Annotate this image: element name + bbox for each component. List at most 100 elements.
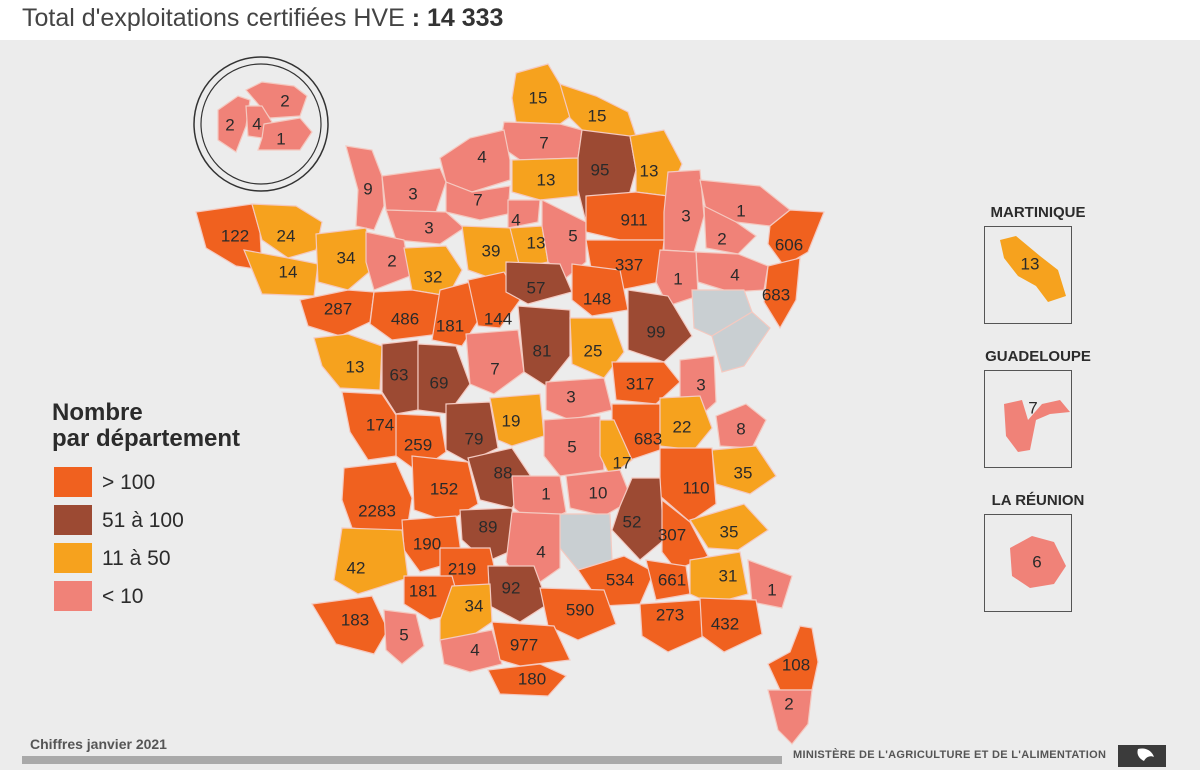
dept-value-cote-dor: 99 xyxy=(647,322,666,341)
martinique-shape xyxy=(1000,236,1066,302)
martinique-title: MARTINIQUE xyxy=(990,204,1086,221)
dept-value-eure: 7 xyxy=(473,190,482,209)
legend-title: Nombre par département xyxy=(52,400,240,452)
dept-rhone xyxy=(599,419,633,477)
dept-value-vaucluse: 661 xyxy=(658,570,686,589)
dept-value-aveyron: 4 xyxy=(536,542,545,561)
dept-value-oise: 13 xyxy=(537,170,556,189)
dept-value-pyrenees-atlantiques: 183 xyxy=(341,610,369,629)
dept-value-paris-c: 4 xyxy=(252,114,261,133)
dept-value-manche: 9 xyxy=(363,179,372,198)
dept-value-aude: 977 xyxy=(510,635,538,654)
dept-value-lot: 89 xyxy=(479,517,498,536)
dept-value-charente: 259 xyxy=(404,435,432,454)
dept-haute-marne xyxy=(655,249,699,307)
dept-value-bas-rhin: 606 xyxy=(775,235,803,254)
dept-value-mayenne: 2 xyxy=(387,251,396,270)
legend-swatch-gt100 xyxy=(54,467,92,497)
legend-title-line2: par département xyxy=(52,425,241,452)
dept-value-gers: 181 xyxy=(409,581,437,600)
legend-item-11-50: 11 à 50 xyxy=(54,543,254,573)
dept-value-nord: 15 xyxy=(529,88,548,107)
dept-seine-maritime xyxy=(439,129,511,193)
dept-cher xyxy=(517,305,571,387)
dept-value-alpes-de-haute-provence: 31 xyxy=(719,566,738,585)
dept-value-ardennes: 13 xyxy=(640,161,659,180)
dept-hautes-alpes xyxy=(689,503,769,551)
dept-haut-rhin xyxy=(763,257,801,330)
dept-value-haute-savoie: 8 xyxy=(736,419,745,438)
dept-value-saone-et-loire: 317 xyxy=(626,374,654,393)
dept-value-meurthe-et-moselle: 2 xyxy=(717,229,726,248)
dept-value-ariege: 4 xyxy=(470,640,479,659)
dept-value-paris-b: 2 xyxy=(225,115,234,134)
dept-saone-et-loire xyxy=(611,361,681,405)
dept-value-lot-et-garonne: 190 xyxy=(413,534,441,553)
dept-value-finistere: 122 xyxy=(221,226,249,245)
dept-value-gard: 534 xyxy=(606,570,634,589)
dept-value-vosges: 4 xyxy=(730,265,739,284)
dept-ain xyxy=(659,395,713,451)
reunion-value: 6 xyxy=(1032,552,1041,571)
dept-yonne xyxy=(571,263,629,317)
dept-value-var: 432 xyxy=(711,614,739,633)
reunion-shape xyxy=(1010,536,1066,588)
dept-manche xyxy=(345,145,385,231)
legend-item-gt100: > 100 xyxy=(54,467,254,497)
dept-vendee xyxy=(313,333,383,391)
title-prefix: Total d'exploitations certifiées HVE xyxy=(22,4,405,32)
dept-morbihan xyxy=(243,249,319,297)
dept-value-hautes-alpes: 35 xyxy=(720,522,739,541)
dept-indre-et-loire xyxy=(431,281,481,347)
dept-value-eure-et-loir: 39 xyxy=(482,241,501,260)
dept-value-haute-garonne: 34 xyxy=(465,596,484,615)
dept-value-landes: 42 xyxy=(347,558,366,577)
dept-value-tarn-et-garonne: 219 xyxy=(448,559,476,578)
dept-value-cher: 81 xyxy=(533,341,552,360)
dept-value-cotes-darmor: 24 xyxy=(277,226,296,245)
dept-value-paris-a: 2 xyxy=(280,91,289,110)
dept-value-loiret: 57 xyxy=(527,278,546,297)
dept-value-corse-du-sud: 2 xyxy=(784,694,793,713)
departments-layer xyxy=(195,63,825,745)
dept-cotes-darmor xyxy=(251,203,323,259)
dept-value-hautes-pyrenees: 5 xyxy=(399,625,408,644)
dept-value-indre-et-loire: 181 xyxy=(436,316,464,335)
guadeloupe-box xyxy=(984,370,1072,468)
dept-value-jura: 3 xyxy=(696,375,705,394)
dept-landes xyxy=(333,527,409,595)
legend-label-11-50: 11 à 50 xyxy=(102,547,171,570)
reunion-box xyxy=(984,514,1072,612)
dept-ille-et-vilaine xyxy=(315,227,375,291)
department-labels: 15 15 7 95 13 4 13 9 3 7 4 13 5 911 3 1 … xyxy=(221,88,810,713)
dept-puy-de-dome xyxy=(543,415,605,477)
dept-mayenne xyxy=(365,231,411,291)
dept-pyrenees-orientales xyxy=(487,663,567,697)
dept-haute-savoie xyxy=(715,403,767,449)
dept-var xyxy=(699,597,763,653)
dept-val-doise xyxy=(507,199,541,229)
dept-value-haute-loire: 10 xyxy=(589,483,608,502)
footer-divider xyxy=(22,756,782,764)
dept-value-rhone: 17 xyxy=(613,453,632,472)
dept-value-sarthe: 32 xyxy=(424,267,443,286)
dept-value-somme: 7 xyxy=(539,133,548,152)
dept-value-savoie: 35 xyxy=(734,463,753,482)
dept-value-gironde: 2283 xyxy=(358,501,396,520)
dept-value-yonne: 148 xyxy=(583,289,611,308)
dept-value-calvados: 3 xyxy=(408,184,417,203)
dept-value-pas-de-calais: 15 xyxy=(588,106,607,125)
dept-value-deux-sevres: 63 xyxy=(390,365,409,384)
dept-value-moselle: 1 xyxy=(736,201,745,220)
dept-haute-loire xyxy=(565,469,633,517)
dept-value-marne: 911 xyxy=(620,210,647,229)
dept-value-drome: 307 xyxy=(658,525,686,544)
dept-value-paris-d: 1 xyxy=(276,129,285,148)
dept-creuse xyxy=(489,393,545,447)
dept-indre xyxy=(465,329,525,395)
dept-value-herault: 590 xyxy=(566,600,594,619)
dept-value-orne: 3 xyxy=(424,218,433,237)
dept-value-tarn: 92 xyxy=(502,578,521,597)
legend-swatch-lt10 xyxy=(54,581,92,611)
marianne-logo-icon xyxy=(1137,748,1154,761)
